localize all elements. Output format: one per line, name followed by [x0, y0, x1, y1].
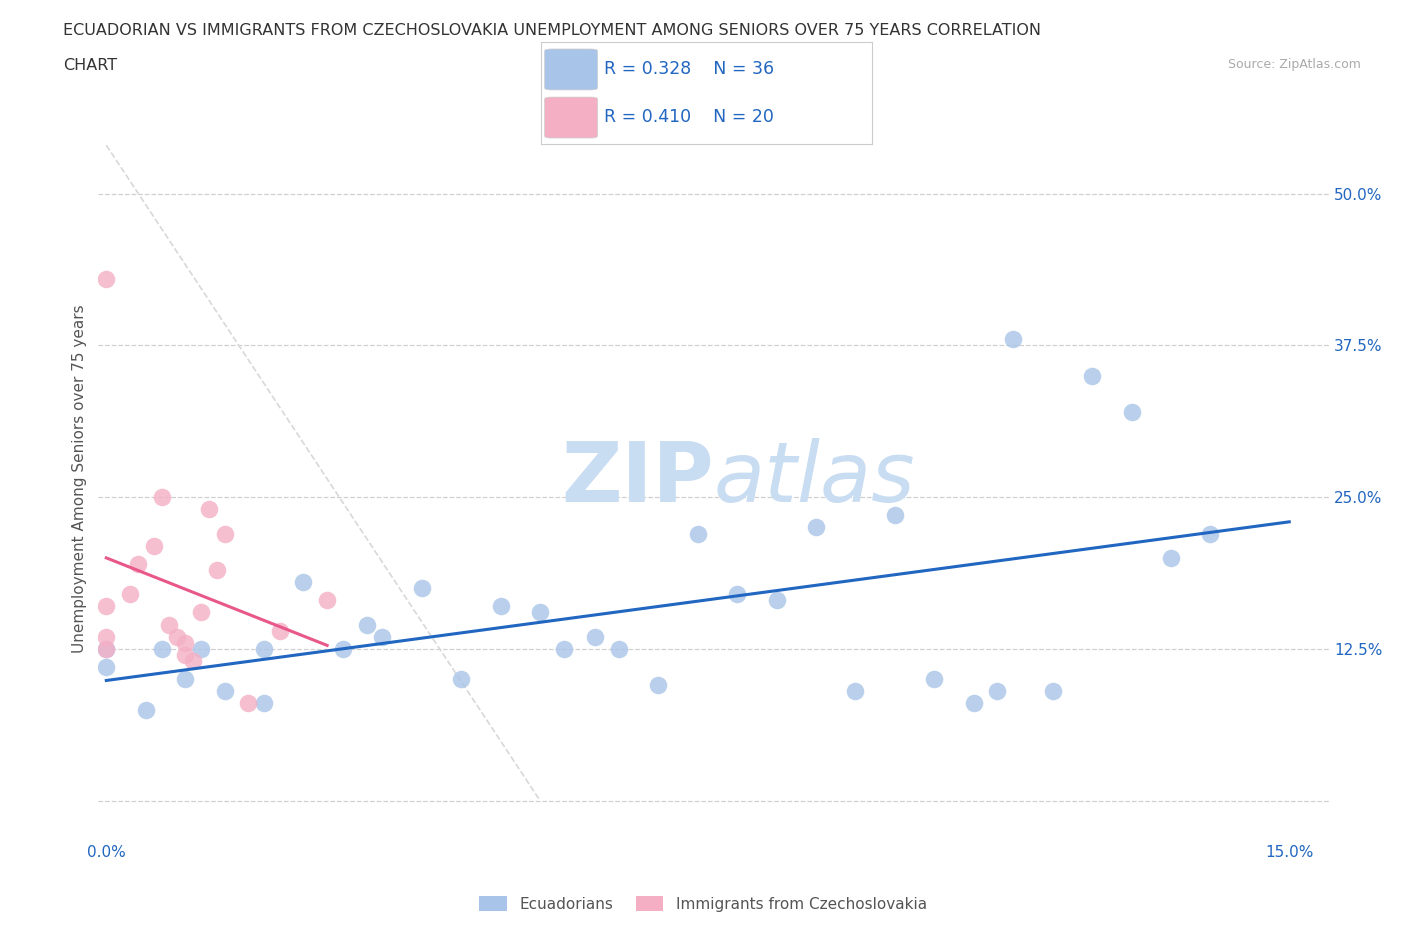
Point	[96, 642, 118, 657]
Text: CHART: CHART	[63, 58, 117, 73]
Point	[205, 563, 228, 578]
Point	[190, 642, 212, 657]
Point	[529, 605, 551, 620]
Point	[238, 696, 260, 711]
Text: Source: ZipAtlas.com: Source: ZipAtlas.com	[1227, 58, 1361, 71]
Point	[1002, 332, 1025, 347]
Point	[489, 599, 512, 614]
Point	[686, 526, 709, 541]
Legend: Ecuadorians, Immigrants from Czechoslovakia: Ecuadorians, Immigrants from Czechoslova…	[474, 889, 932, 918]
Point	[142, 538, 165, 553]
Point	[647, 678, 669, 693]
Point	[96, 630, 118, 644]
Point	[292, 575, 315, 590]
Point	[174, 671, 197, 686]
Point	[174, 635, 197, 650]
Point	[725, 587, 748, 602]
Point	[150, 642, 173, 657]
Point	[553, 642, 575, 657]
Point	[150, 490, 173, 505]
Text: R = 0.410    N = 20: R = 0.410 N = 20	[605, 108, 773, 126]
Point	[371, 630, 394, 644]
Point	[356, 618, 378, 632]
Point	[332, 642, 354, 657]
Point	[214, 684, 236, 698]
Point	[166, 630, 188, 644]
Point	[96, 272, 118, 286]
Point	[765, 593, 787, 608]
Point	[986, 684, 1008, 698]
Point	[1081, 368, 1104, 383]
Point	[214, 526, 236, 541]
Point	[804, 520, 827, 535]
Point	[198, 502, 221, 517]
FancyBboxPatch shape	[544, 49, 598, 90]
Point	[157, 618, 180, 632]
Point	[96, 659, 118, 674]
Point	[583, 630, 606, 644]
Point	[1199, 526, 1222, 541]
Point	[118, 587, 141, 602]
Point	[1160, 551, 1182, 565]
Point	[963, 696, 986, 711]
Point	[607, 642, 630, 657]
Text: ZIP: ZIP	[561, 438, 714, 520]
Point	[450, 671, 472, 686]
Point	[127, 556, 149, 571]
Y-axis label: Unemployment Among Seniors over 75 years: Unemployment Among Seniors over 75 years	[72, 305, 87, 653]
Point	[1121, 405, 1143, 419]
Point	[844, 684, 866, 698]
Point	[96, 642, 118, 657]
Point	[316, 593, 339, 608]
Point	[174, 647, 197, 662]
Point	[411, 580, 433, 595]
Point	[1042, 684, 1064, 698]
Point	[924, 671, 946, 686]
Text: atlas: atlas	[714, 438, 915, 520]
Text: R = 0.328    N = 36: R = 0.328 N = 36	[605, 60, 775, 78]
Point	[269, 623, 291, 638]
Point	[190, 605, 212, 620]
Point	[181, 654, 204, 669]
Point	[253, 642, 276, 657]
Text: ECUADORIAN VS IMMIGRANTS FROM CZECHOSLOVAKIA UNEMPLOYMENT AMONG SENIORS OVER 75 : ECUADORIAN VS IMMIGRANTS FROM CZECHOSLOV…	[63, 23, 1042, 38]
Point	[884, 508, 907, 523]
FancyBboxPatch shape	[544, 97, 598, 138]
Point	[253, 696, 276, 711]
Point	[96, 599, 118, 614]
Point	[135, 702, 157, 717]
